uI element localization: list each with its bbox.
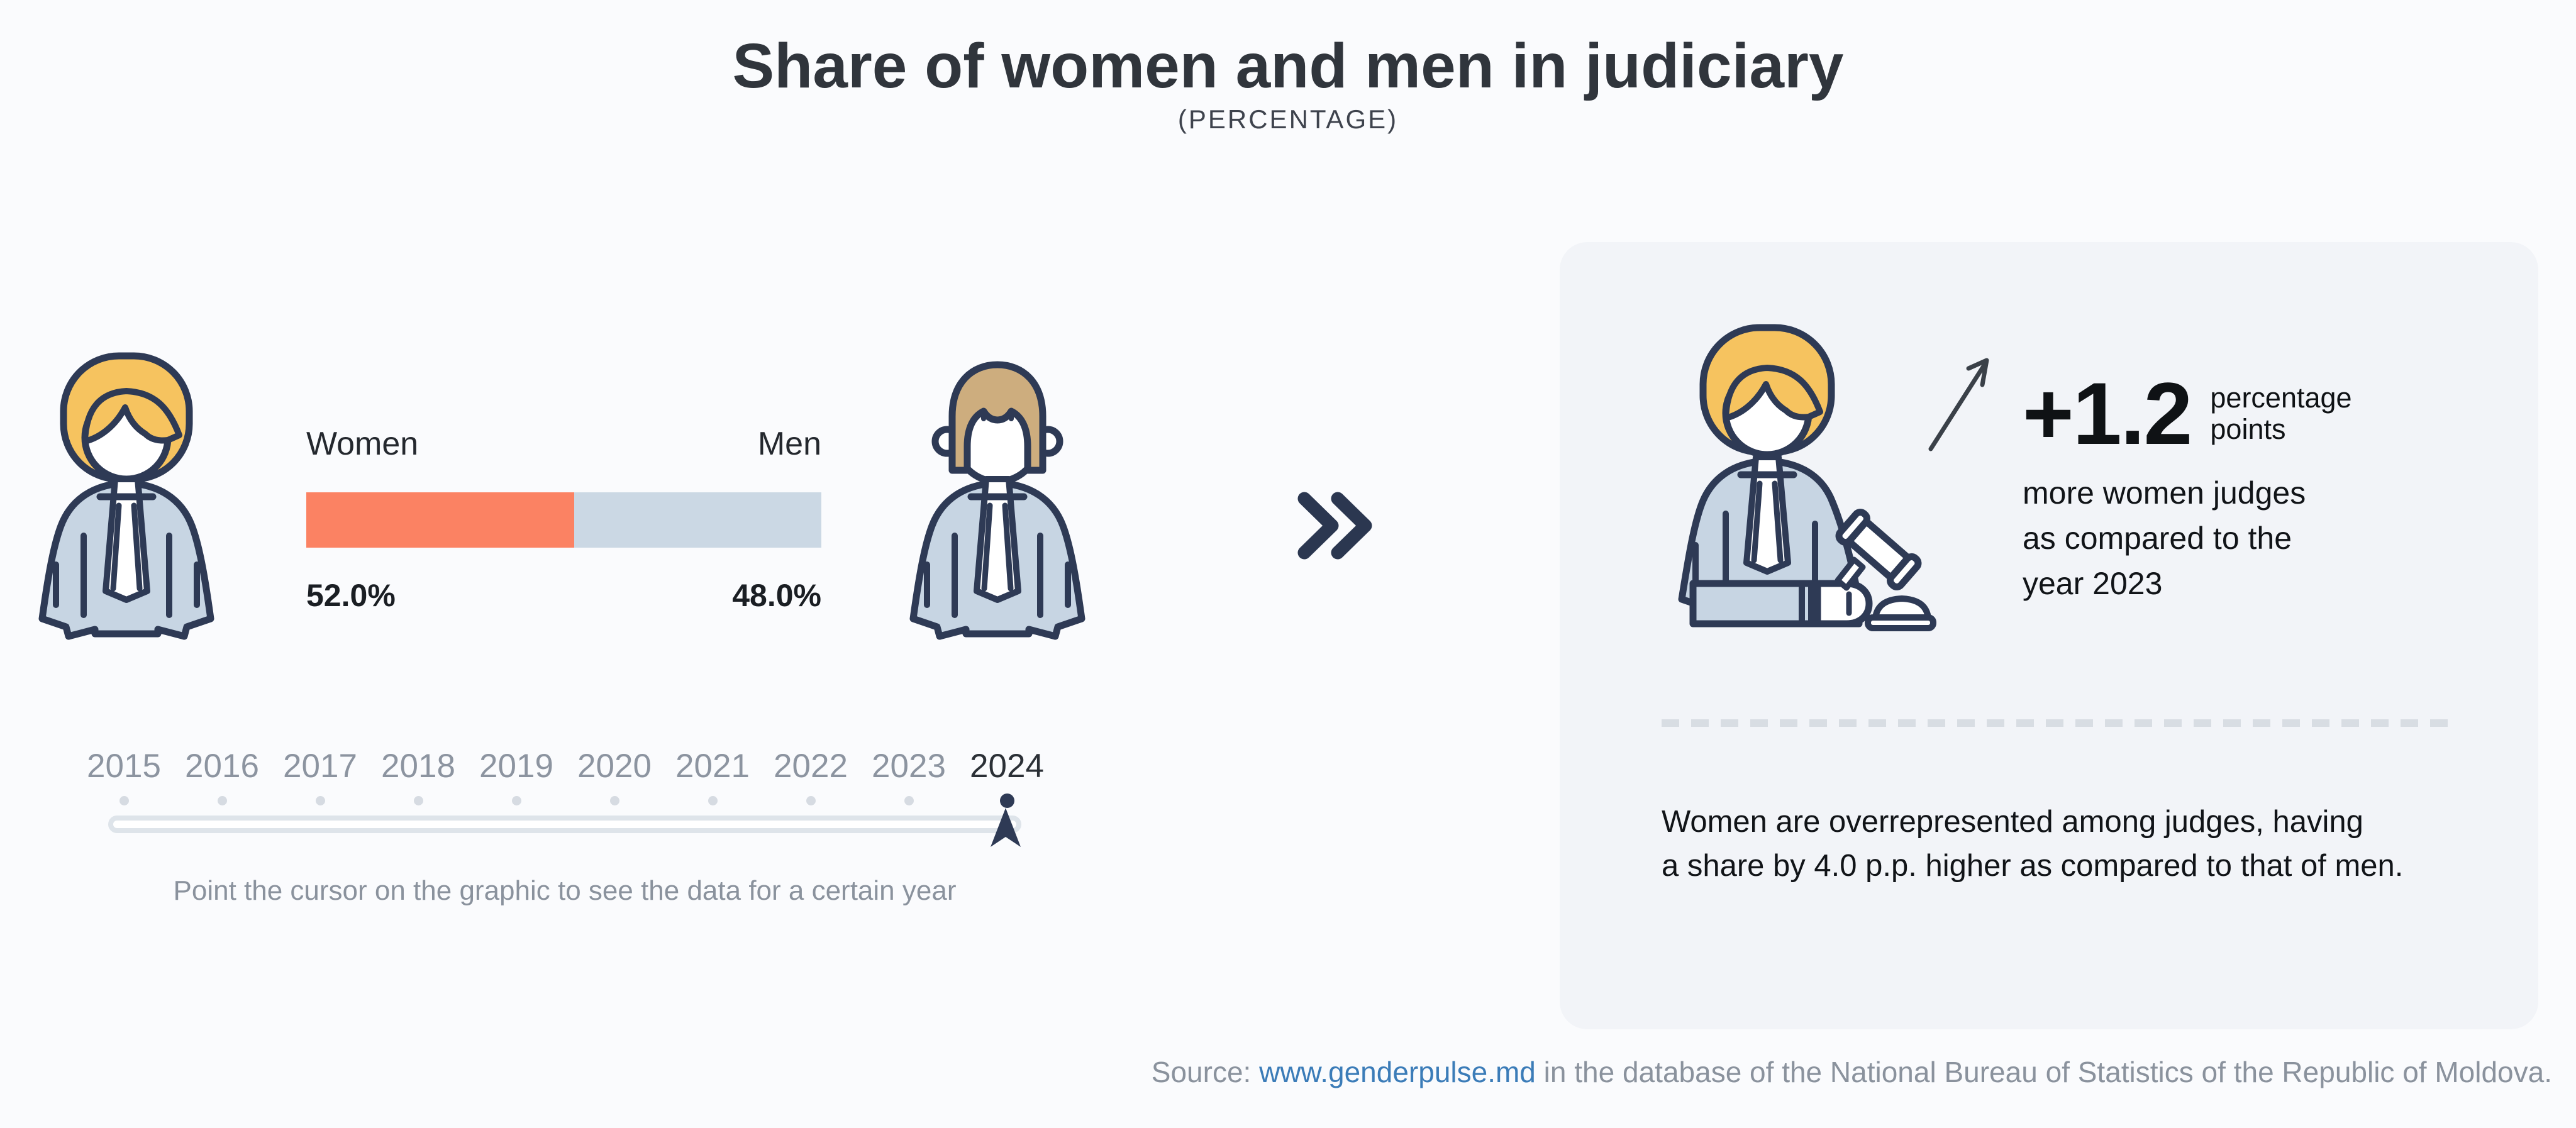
- dot-2019[interactable]: [467, 791, 565, 810]
- dot-2024-selected[interactable]: [958, 791, 1056, 810]
- dot-2022[interactable]: [762, 791, 860, 810]
- year-2022[interactable]: 2022: [774, 748, 848, 785]
- men-value: 48.0%: [732, 578, 821, 613]
- bar-series-labels: Women Men: [306, 425, 821, 463]
- dot-2017[interactable]: [271, 791, 369, 810]
- stacked-bar: [306, 492, 821, 548]
- year-2019[interactable]: 2019: [479, 748, 553, 785]
- timeline-cursor-icon[interactable]: [989, 808, 1022, 853]
- dot-2016[interactable]: [173, 791, 271, 810]
- source-prefix: Source:: [1151, 1056, 1260, 1088]
- page-subtitle: (PERCENTAGE): [1177, 104, 1399, 134]
- year-2023[interactable]: 2023: [872, 748, 946, 785]
- source-line: Source: www.genderpulse.md in the databa…: [1152, 1055, 2552, 1089]
- year-2018[interactable]: 2018: [381, 748, 455, 785]
- woman-judge-gavel-icon: [1660, 324, 1950, 641]
- genderpulse-link[interactable]: www.genderpulse.md: [1259, 1056, 1536, 1088]
- trend-up-arrow-icon: [1923, 345, 2002, 458]
- delta-unit: percentage points: [2210, 382, 2352, 445]
- men-label: Men: [757, 426, 821, 462]
- bar-men-segment[interactable]: [574, 492, 821, 548]
- dashed-divider: [1662, 719, 2449, 727]
- timeline-hint: Point the cursor on the graphic to see t…: [173, 875, 957, 906]
- bar-values: 52.0% 48.0%: [306, 577, 821, 614]
- man-judge-icon: [892, 346, 1099, 644]
- year-2021[interactable]: 2021: [675, 748, 750, 785]
- women-value: 52.0%: [306, 578, 396, 613]
- dot-2018[interactable]: [369, 791, 467, 810]
- summary-text: Women are overrepresented among judges, …: [1662, 805, 2404, 883]
- timeline-years: 2015 2016 2017 2018 2019 2020 2021 2022 …: [75, 747, 1056, 785]
- delta-stat: +1.2 percentage points: [2023, 370, 2352, 458]
- source-suffix: in the database of the National Bureau o…: [1535, 1056, 2552, 1088]
- year-2015[interactable]: 2015: [87, 748, 161, 785]
- dot-2015[interactable]: [75, 791, 173, 810]
- timeline-dots: [75, 791, 1056, 810]
- page-title: Share of women and men in judiciary: [732, 31, 1844, 101]
- delta-description: more women judges as compared to the yea…: [2023, 475, 2306, 601]
- year-2020[interactable]: 2020: [577, 748, 652, 785]
- delta-value: +1.2: [2023, 364, 2192, 463]
- dot-2021[interactable]: [663, 791, 762, 810]
- year-2016[interactable]: 2016: [185, 748, 259, 785]
- dot-2023[interactable]: [860, 791, 958, 810]
- bar-women-segment[interactable]: [306, 492, 574, 548]
- year-2017[interactable]: 2017: [283, 748, 357, 785]
- year-2024-selected[interactable]: 2024: [970, 748, 1044, 785]
- dot-2020[interactable]: [565, 791, 663, 810]
- woman-judge-icon: [35, 346, 217, 644]
- timeline-slider-track[interactable]: [108, 816, 1021, 833]
- double-chevron-right-icon: [1294, 490, 1373, 563]
- women-label: Women: [306, 426, 419, 462]
